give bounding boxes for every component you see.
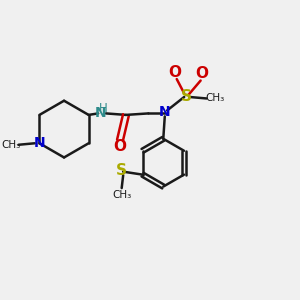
Text: CH₃: CH₃: [2, 140, 21, 150]
Text: N: N: [95, 106, 106, 120]
Text: H: H: [99, 102, 108, 116]
Text: N: N: [159, 105, 171, 119]
Text: CH₃: CH₃: [205, 94, 225, 103]
Text: O: O: [169, 65, 182, 80]
Text: S: S: [181, 89, 192, 104]
Text: N: N: [34, 136, 45, 150]
Text: S: S: [116, 163, 127, 178]
Text: O: O: [113, 140, 127, 154]
Text: CH₃: CH₃: [112, 190, 131, 200]
Text: O: O: [196, 67, 208, 82]
